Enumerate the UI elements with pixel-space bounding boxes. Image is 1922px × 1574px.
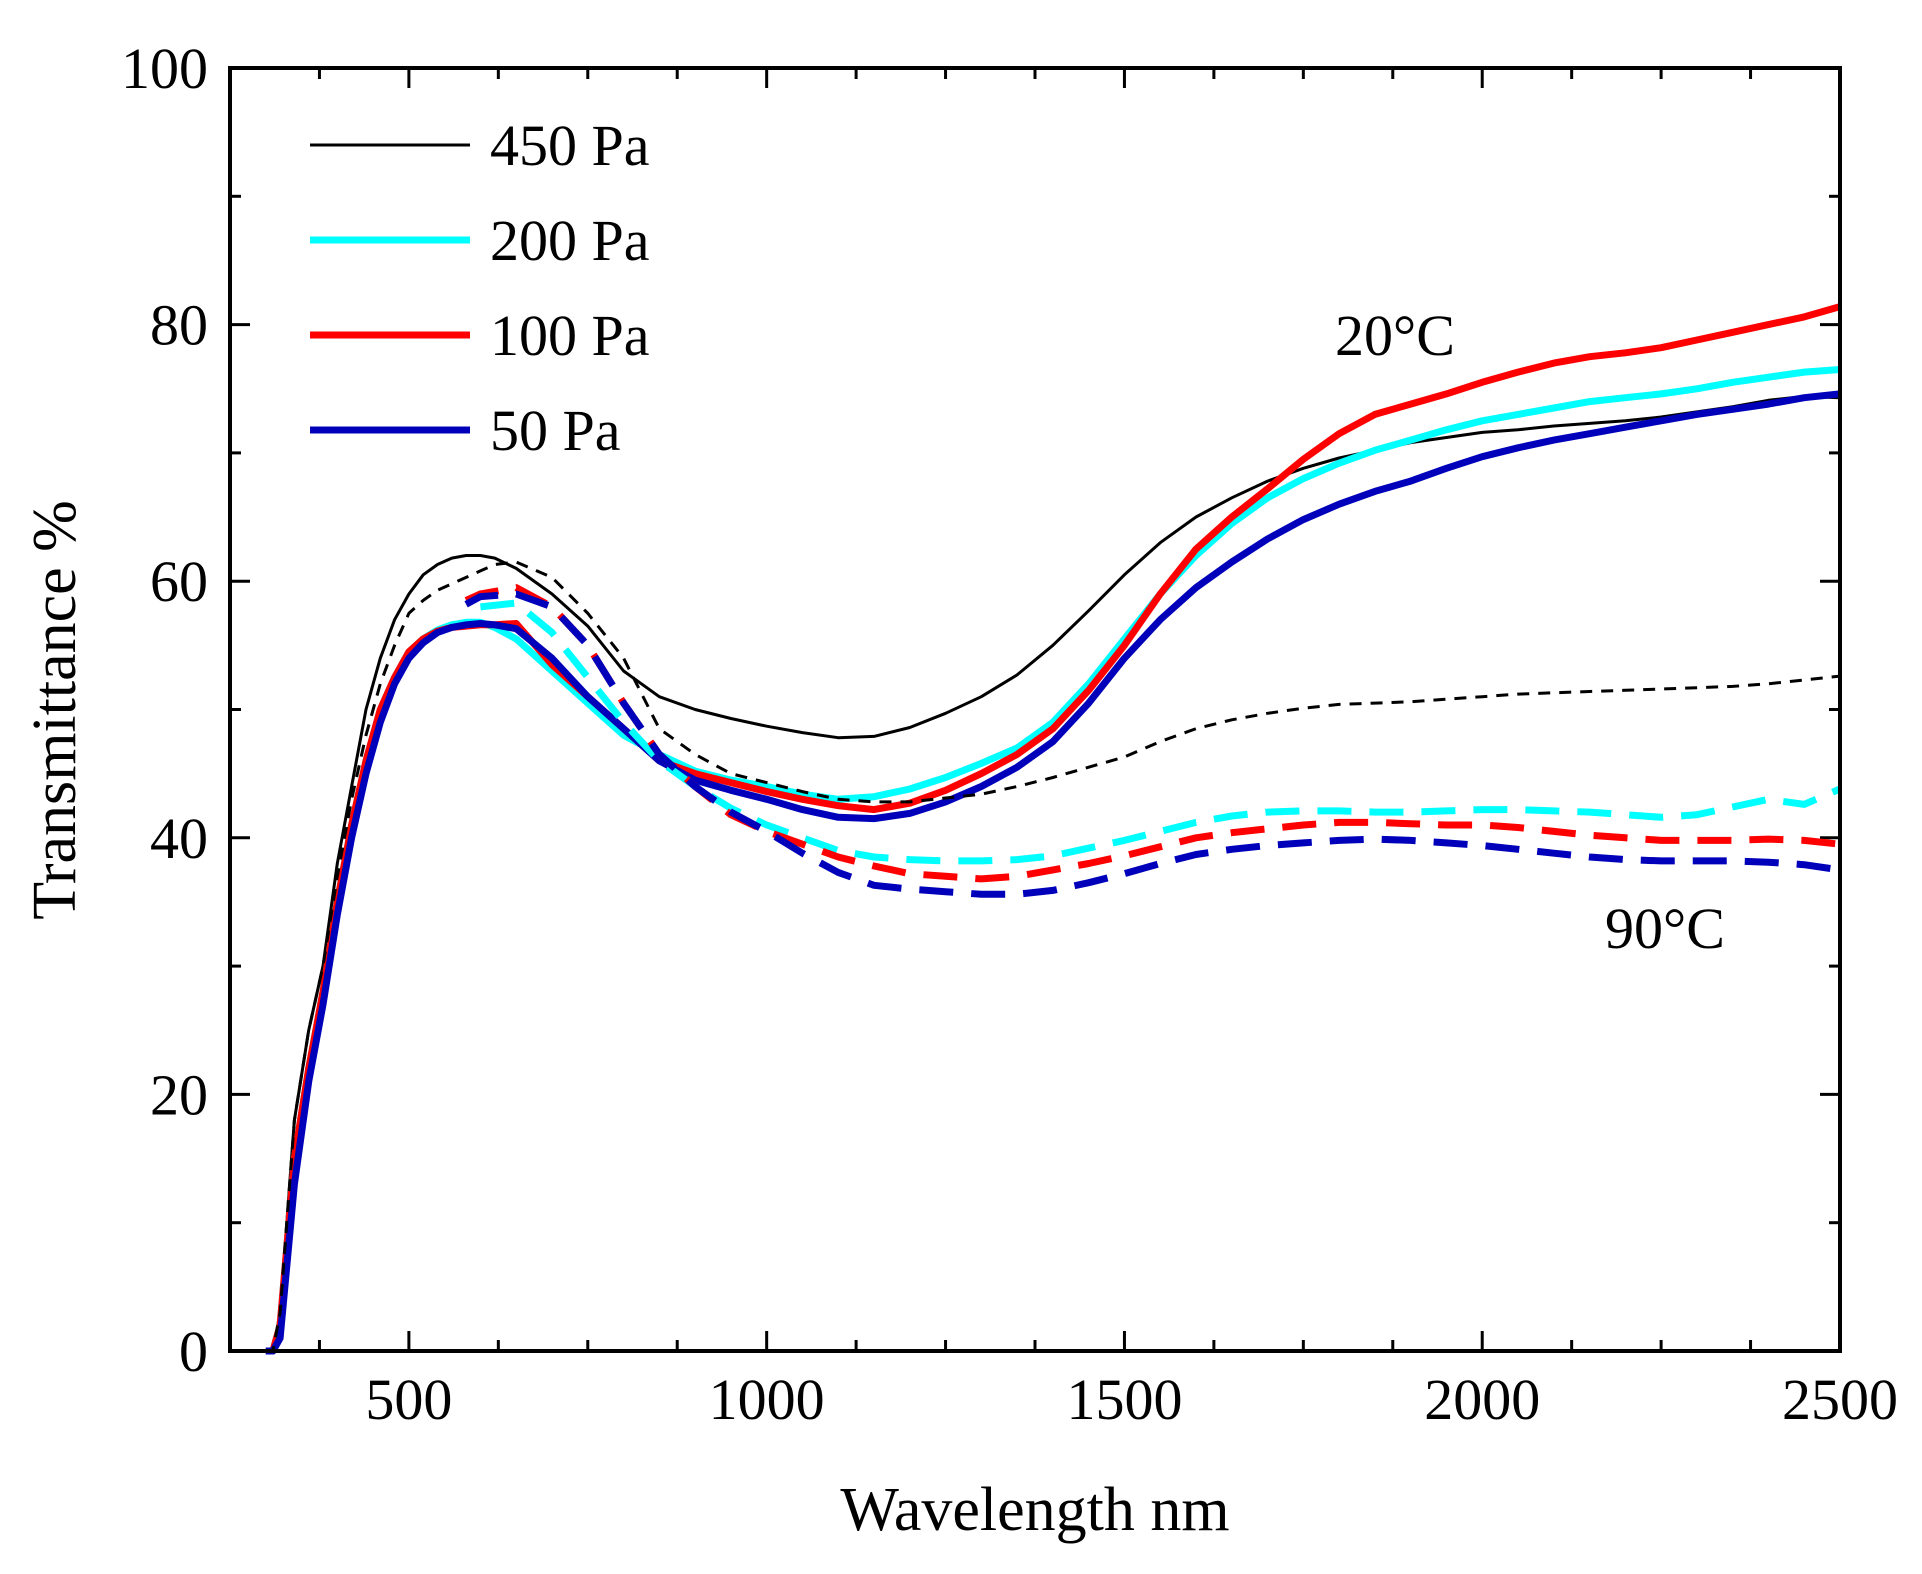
legend-label-200pa: 200 Pa (490, 208, 650, 273)
y-tick-label-0: 0 (179, 1319, 208, 1384)
y-tick-label-40: 40 (150, 806, 208, 871)
x-tick-label-2500: 2500 (1782, 1367, 1898, 1432)
series-line-200pa-90c (480, 599, 1842, 865)
plot-frame (228, 66, 1842, 1353)
y-tick-label-100: 100 (121, 36, 208, 101)
legend: 450 Pa 200 Pa 100 Pa 50 Pa (310, 113, 650, 463)
x-axis-title: Wavelength nm (840, 1476, 1229, 1544)
y-axis-title: Transmittance % (21, 500, 89, 920)
legend-label-450pa: 450 Pa (490, 113, 650, 178)
series-lines (265, 303, 1842, 1355)
x-tick-label-1000: 1000 (709, 1367, 825, 1432)
tick-labels: 500 1000 1500 2000 2500 0 20 40 60 80 100 (121, 36, 1898, 1432)
x-tick-label-1500: 1500 (1066, 1367, 1182, 1432)
y-tick-label-80: 80 (150, 293, 208, 358)
series-line-450pa-20c (265, 394, 1841, 1353)
series-line-450pa-90c (265, 560, 1841, 1353)
annotation-90c: 90°C (1605, 896, 1725, 961)
y-tick-label-60: 60 (150, 549, 208, 614)
y-tick-label-20: 20 (150, 1062, 208, 1127)
series-line-100pa-90c (464, 584, 1841, 883)
series-line-50pa-90c (464, 590, 1841, 898)
annotation-20c: 20°C (1335, 303, 1455, 368)
axis-ticks (228, 66, 1842, 1353)
series-line-50pa-20c (265, 390, 1841, 1355)
x-tick-label-500: 500 (365, 1367, 452, 1432)
series-line-100pa-20c (265, 303, 1841, 1355)
x-tick-label-2000: 2000 (1424, 1367, 1540, 1432)
legend-label-100pa: 100 Pa (490, 303, 650, 368)
legend-label-50pa: 50 Pa (490, 398, 621, 463)
